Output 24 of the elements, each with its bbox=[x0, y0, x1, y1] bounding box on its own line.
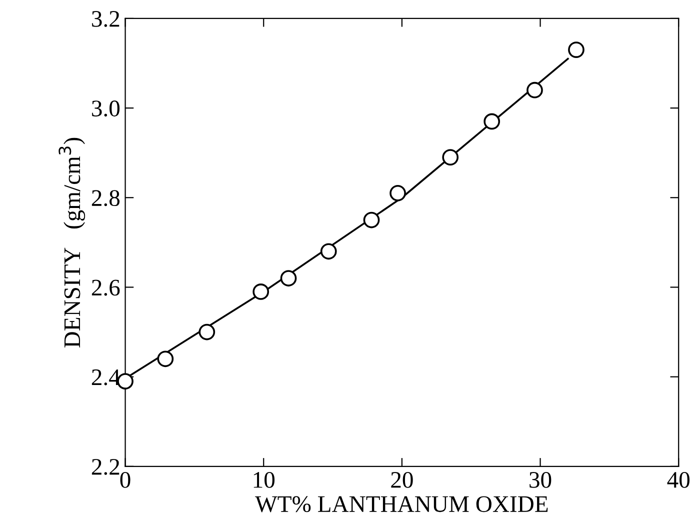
x-tick-label: 0 bbox=[120, 472, 130, 488]
point bbox=[252, 284, 270, 300]
y-tick-label: 2.6 bbox=[92, 280, 120, 296]
point bbox=[363, 212, 380, 228]
x-axis-title: WT% LANTHANUM OXIDE bbox=[255, 496, 548, 512]
y-tick-label: 3.2 bbox=[92, 11, 120, 27]
x-tick-label: 30 bbox=[530, 472, 552, 488]
y-axis-title: DENSITY (gm/cm$^{3}$) bbox=[58, 138, 86, 348]
y-tick-label: 2.2 bbox=[92, 458, 120, 475]
point bbox=[484, 113, 500, 130]
point bbox=[390, 184, 406, 202]
x-tick-label: 40 bbox=[667, 472, 690, 488]
point bbox=[320, 243, 337, 260]
y-tick-label: 2.4 bbox=[92, 369, 120, 386]
point bbox=[198, 324, 216, 340]
point bbox=[157, 350, 174, 368]
point bbox=[526, 82, 543, 98]
y-tick-label: 3.0 bbox=[92, 100, 120, 117]
point bbox=[442, 149, 459, 166]
y-tick-label: 2.8 bbox=[92, 190, 120, 206]
x-tick-label: 20 bbox=[391, 472, 413, 488]
x-tick-label: 10 bbox=[254, 472, 275, 488]
point bbox=[280, 270, 297, 286]
point bbox=[568, 42, 584, 58]
